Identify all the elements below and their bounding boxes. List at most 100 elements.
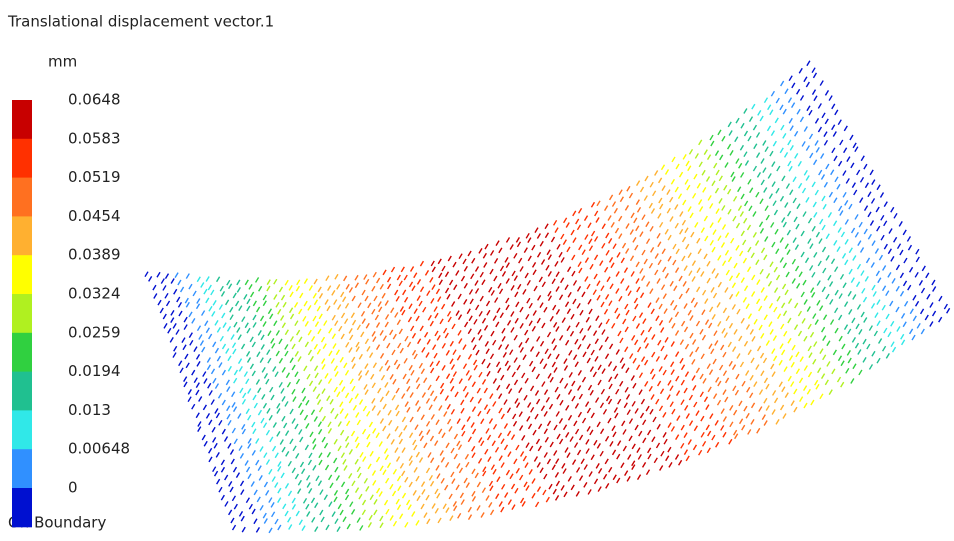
- vector-arrow: [478, 329, 481, 334]
- vector-arrow: [472, 258, 475, 263]
- vector-arrow: [247, 299, 250, 304]
- vector-arrow: [710, 203, 713, 208]
- vector-arrow: [225, 501, 228, 506]
- vector-arrow: [606, 294, 609, 299]
- vector-arrow: [679, 276, 682, 281]
- vector-arrow: [186, 302, 189, 307]
- vector-arrow: [435, 508, 438, 513]
- vector-arrow: [335, 519, 338, 524]
- vector-arrow: [860, 177, 863, 182]
- vector-arrow: [702, 170, 705, 175]
- vector-arrow: [851, 379, 854, 384]
- vector-arrow: [323, 344, 326, 349]
- vector-arrow: [560, 335, 563, 340]
- vector-arrow: [222, 429, 225, 434]
- vector-arrow: [571, 485, 574, 490]
- vector-arrow: [254, 519, 257, 524]
- legend-label: 0.0259: [68, 323, 121, 341]
- vector-arrow: [421, 415, 424, 420]
- vector-arrow: [530, 446, 533, 451]
- vector-arrow: [368, 464, 371, 469]
- vector-arrow: [352, 509, 355, 514]
- vector-arrow: [578, 286, 581, 291]
- vector-arrow: [853, 294, 856, 299]
- vector-arrow: [433, 345, 436, 350]
- vector-arrow: [317, 394, 320, 399]
- vector-arrow: [304, 279, 307, 284]
- vector-arrow: [732, 283, 735, 288]
- vector-arrow: [716, 170, 719, 175]
- vector-arrow: [736, 273, 739, 278]
- vector-arrow: [725, 162, 728, 167]
- vector-arrow: [414, 354, 417, 359]
- vector-arrow: [589, 472, 592, 477]
- vector-arrow: [649, 203, 652, 208]
- vector-arrow: [771, 364, 774, 369]
- vector-arrow: [589, 239, 592, 244]
- vector-arrow: [593, 372, 596, 377]
- vector-arrow: [835, 308, 838, 313]
- vector-arrow: [902, 340, 905, 345]
- vector-arrow: [250, 337, 253, 342]
- vector-arrow: [614, 408, 617, 413]
- vector-arrow: [723, 390, 726, 395]
- vector-arrow: [182, 338, 185, 343]
- vector-arrow: [613, 432, 616, 437]
- vector-arrow: [222, 400, 225, 405]
- vector-arrow: [512, 372, 515, 377]
- vector-arrow: [482, 318, 485, 323]
- vector-arrow: [630, 230, 633, 235]
- vector-arrow: [588, 326, 591, 331]
- vector-arrow: [296, 511, 299, 516]
- vector-arrow: [462, 425, 465, 430]
- vector-arrow: [768, 173, 771, 178]
- vector-arrow: [311, 410, 314, 415]
- vector-arrow: [405, 522, 408, 527]
- vector-arrow: [488, 435, 491, 440]
- vector-arrow: [582, 377, 585, 382]
- vector-arrow: [804, 170, 807, 175]
- vector-arrow: [845, 302, 848, 307]
- vector-arrow: [278, 466, 281, 471]
- vector-arrow: [801, 292, 804, 297]
- vector-arrow: [775, 398, 778, 403]
- vector-arrow: [699, 199, 702, 204]
- vector-arrow: [476, 288, 479, 293]
- vector-arrow: [515, 318, 518, 323]
- vector-arrow: [505, 492, 508, 497]
- vector-arrow: [601, 429, 604, 434]
- vector-arrow: [341, 453, 344, 458]
- vector-arrow: [616, 350, 619, 355]
- vector-arrow: [824, 315, 827, 320]
- vector-arrow: [403, 493, 406, 498]
- vector-arrow: [872, 180, 875, 185]
- vector-arrow: [226, 348, 229, 353]
- vector-arrow: [220, 336, 223, 341]
- vector-arrow: [346, 495, 349, 500]
- vector-arrow: [462, 431, 465, 436]
- vector-arrow: [387, 343, 390, 348]
- vector-arrow: [597, 201, 600, 206]
- vector-arrow: [663, 412, 666, 417]
- vector-arrow: [853, 364, 856, 369]
- vector-arrow: [721, 409, 724, 414]
- vector-arrow: [405, 297, 408, 302]
- vector-arrow: [645, 360, 648, 365]
- vector-arrow: [837, 247, 840, 252]
- vector-arrow: [578, 412, 581, 417]
- vector-arrow: [685, 228, 688, 233]
- vector-arrow: [153, 285, 156, 290]
- vector-arrow: [372, 406, 375, 411]
- vector-arrow: [808, 239, 811, 244]
- vector-arrow: [718, 282, 721, 287]
- vector-arrow: [435, 489, 438, 494]
- vector-arrow: [437, 493, 440, 498]
- vector-arrow: [229, 510, 232, 515]
- vector-arrow: [295, 424, 298, 429]
- vector-arrow: [544, 364, 547, 369]
- vector-arrow: [855, 214, 858, 219]
- vector-arrow: [627, 410, 630, 415]
- vector-arrow: [328, 422, 331, 427]
- vector-arrow: [486, 428, 489, 433]
- vector-arrow: [234, 370, 237, 375]
